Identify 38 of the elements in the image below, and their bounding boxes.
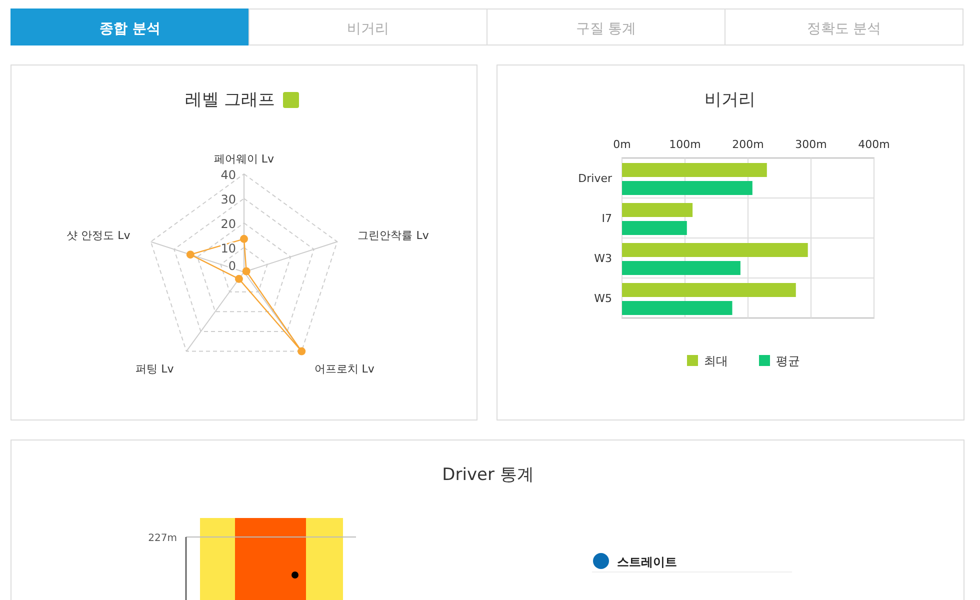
bar: [622, 163, 767, 177]
text: Driver 통계: [442, 465, 534, 485]
x-tick-label: 0m: [613, 138, 631, 151]
x-tick-label: 100m: [669, 138, 701, 151]
bar: [622, 243, 808, 257]
text: 구질 통계: [576, 21, 636, 37]
x-tick-label: 200m: [732, 138, 764, 151]
bar: [622, 203, 693, 217]
legend-label: 최대: [704, 354, 728, 368]
bar: [622, 261, 740, 275]
chart-title: 비거리: [704, 90, 756, 110]
bar: [622, 301, 732, 315]
text: 종합 분석: [100, 21, 160, 37]
chart-title: 레벨 그래프: [184, 90, 276, 110]
y-tick-label: Driver: [578, 172, 612, 185]
bar: [622, 283, 796, 297]
y-tick-label: 40: [220, 168, 236, 182]
y-tick-label: I7: [602, 212, 612, 225]
x-tick-label: 300m: [795, 138, 827, 151]
y-tick-label: W3: [594, 252, 612, 265]
spoke-label: 어프로치 Lv: [314, 362, 375, 376]
spoke-label: 페어웨이 Lv: [214, 152, 275, 166]
spoke-label: 퍼팅 Lv: [136, 362, 174, 376]
y-tick-label: 30: [220, 192, 236, 206]
text: 정확도 분석: [806, 21, 882, 37]
spoke-label: 샷 안정도 Lv: [66, 229, 131, 242]
bar: [622, 181, 752, 195]
spoke-label: 그린안착률 Lv: [358, 229, 430, 242]
text: 스트레이트: [617, 555, 677, 569]
y-tick-label: W5: [594, 292, 612, 305]
y-tick-label: 20: [220, 217, 236, 231]
bar: [622, 221, 687, 235]
text: 227m: [148, 533, 177, 544]
text: 비거리: [347, 21, 389, 37]
legend-label: 평균: [776, 354, 800, 368]
y-tick-label: 0: [228, 259, 236, 273]
y-tick-label: 10: [220, 242, 236, 256]
x-tick-label: 400m: [858, 138, 890, 151]
